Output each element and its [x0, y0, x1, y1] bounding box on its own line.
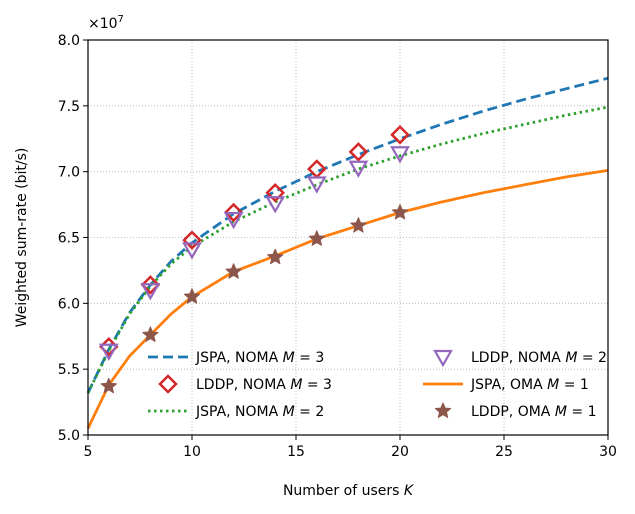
data-point-lddp-noma-m-3	[265, 182, 285, 203]
data-point-lddp-oma-m-1	[225, 263, 242, 279]
y-tick-label: 5.0	[58, 428, 80, 444]
x-tick-label: 30	[599, 444, 617, 460]
legend-label-jspa-oma-m-1: JSPA, OMA M = 1	[470, 377, 589, 393]
legend: JSPA, NOMA M = 3 LDDP, NOMA M = 3 JSPA, NO…	[148, 349, 607, 420]
data-point-lddp-oma-m-1	[350, 217, 367, 233]
y-tick-label: 7.0	[58, 165, 80, 181]
data-point-lddp-noma-m-2	[306, 176, 327, 194]
y-tick-label: 8.0	[58, 33, 80, 49]
legend-label-jspa-noma-m-2: JSPA, NOMA M = 2	[195, 404, 324, 420]
data-point-lddp-oma-m-1	[308, 230, 325, 246]
legend-label-lddp-noma-m-2: LDDP, NOMA M = 2	[471, 350, 607, 366]
series-line-jspa-noma-m-3	[86, 76, 609, 394]
data-point-lddp-noma-m-3	[348, 142, 369, 162]
y-multiplier-label: ×107	[88, 14, 124, 32]
legend-marker-lddp-oma-m-1	[434, 402, 452, 418]
data-point-lddp-noma-m-2	[390, 146, 410, 164]
data-point-lddp-oma-m-1	[183, 288, 201, 304]
data-point-lddp-noma-m-2	[223, 211, 244, 230]
y-tick-label: 6.0	[58, 296, 80, 312]
data-point-lddp-noma-m-2	[98, 343, 119, 361]
series-layer	[86, 76, 609, 430]
x-tick-label: 5	[84, 444, 93, 460]
legend-label-jspa-noma-m-3: JSPA, NOMA M = 3	[195, 350, 324, 366]
legend-label-lddp-oma-m-1: LDDP, OMA M = 1	[471, 404, 596, 420]
legend-marker-lddp-noma-m-2	[433, 349, 453, 368]
x-tick-label: 25	[495, 444, 513, 460]
legend-label-lddp-noma-m-3: LDDP, NOMA M = 3	[196, 377, 332, 393]
data-point-lddp-oma-m-1	[100, 377, 117, 394]
data-point-lddp-noma-m-3	[140, 275, 161, 295]
data-point-lddp-noma-m-2	[140, 283, 161, 301]
data-point-lddp-oma-m-1	[267, 248, 284, 265]
series-line-jspa-oma-m-1	[86, 169, 609, 430]
data-point-lddp-noma-m-3	[182, 230, 202, 250]
data-point-lddp-oma-m-1	[391, 203, 409, 220]
ticks: 5 10 15 20 25 30 5.0 5.5 6.0 6.5 7.0 7.5 8.0	[58, 33, 617, 460]
x-axis-label: Number of users K	[283, 483, 415, 499]
x-tick-label: 20	[391, 444, 409, 460]
series-line-jspa-noma-m-2	[86, 105, 609, 394]
x-tick-label: 10	[183, 444, 201, 460]
data-point-lddp-oma-m-1	[142, 326, 159, 342]
data-point-lddp-noma-m-2	[348, 160, 369, 178]
y-tick-label: 7.5	[58, 99, 80, 115]
data-point-lddp-noma-m-2	[182, 242, 202, 260]
y-tick-label: 6.5	[58, 231, 80, 247]
data-point-lddp-noma-m-3	[223, 202, 244, 223]
data-point-lddp-noma-m-2	[265, 196, 286, 214]
x-tick-label: 15	[287, 444, 305, 460]
legend-marker-lddp-noma-m-3	[158, 374, 178, 394]
data-point-lddp-noma-m-3	[390, 125, 410, 145]
y-tick-label: 5.5	[58, 362, 80, 378]
y-axis-label: Weighted sum-rate (bit/s)	[14, 148, 30, 328]
